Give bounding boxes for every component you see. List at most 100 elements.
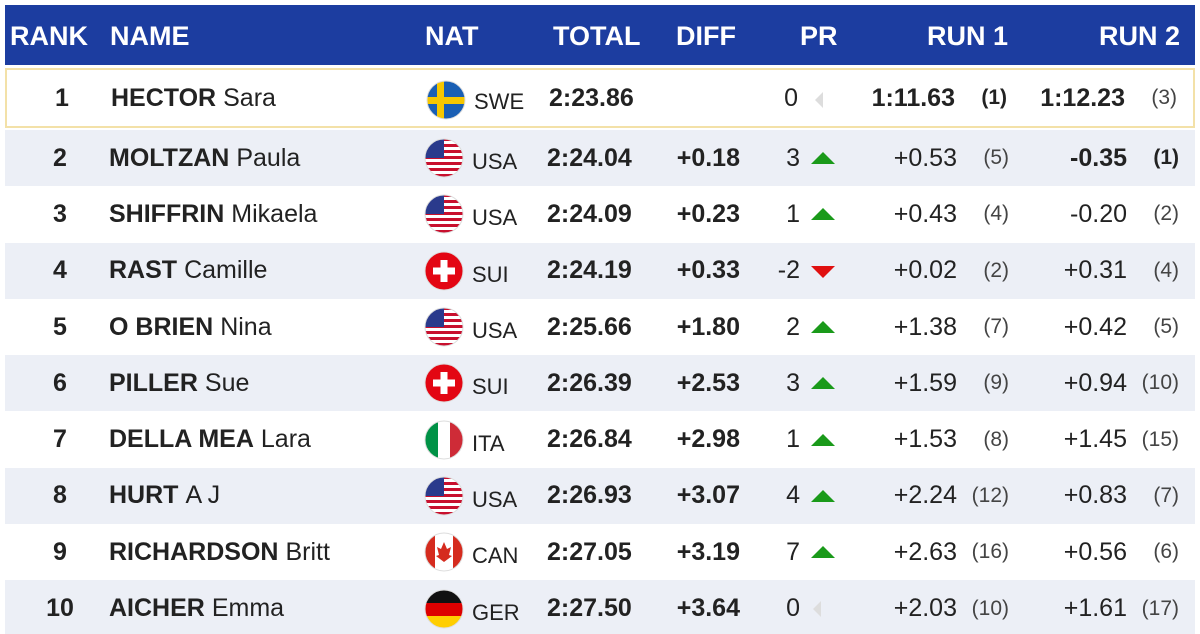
run-time: +1.45 bbox=[1063, 425, 1127, 454]
total-time: 2:24.09 bbox=[547, 199, 632, 228]
run-time: 1:11.63 bbox=[871, 83, 955, 112]
athlete-name: PILLER Sue bbox=[109, 355, 249, 411]
rank: 9 bbox=[53, 537, 67, 566]
run-rank: (5) bbox=[983, 146, 1009, 170]
run-rank: (16) bbox=[971, 540, 1009, 564]
run-time: +2.03 bbox=[893, 594, 957, 623]
trend-arrow bbox=[811, 489, 835, 502]
run-time: +0.02 bbox=[893, 256, 957, 285]
nation: USA bbox=[472, 205, 518, 231]
run-rank: (17) bbox=[1141, 596, 1179, 620]
run-rank: (5) bbox=[1153, 315, 1179, 339]
rank: 2 bbox=[53, 143, 67, 172]
position-change: 7 bbox=[786, 537, 800, 566]
firstname: Nina bbox=[220, 312, 272, 341]
position-change: -2 bbox=[777, 256, 800, 285]
diff: +3.19 bbox=[676, 537, 740, 566]
table-row: 7 DELLA MEA Lara ITA 2:26.84 +2.98 1 +1.53 (8) +1… bbox=[5, 411, 1195, 468]
column-header: TOTAL bbox=[553, 21, 641, 51]
total-time: 2:26.39 bbox=[547, 368, 632, 397]
rank: 4 bbox=[53, 256, 67, 285]
column-header: RANK bbox=[10, 21, 88, 51]
position-change: 3 bbox=[786, 143, 800, 172]
flag-icon bbox=[426, 80, 466, 120]
run-time: +0.83 bbox=[1063, 481, 1127, 510]
flag-icon bbox=[424, 420, 464, 460]
run-time: +2.24 bbox=[893, 481, 957, 510]
total-time: 2:26.84 bbox=[547, 425, 632, 454]
flag-icon bbox=[424, 194, 464, 234]
run-rank: (9) bbox=[983, 371, 1009, 395]
total-time: 2:23.86 bbox=[549, 83, 634, 112]
trend-arrow bbox=[811, 433, 835, 446]
column-header: DIFF bbox=[676, 21, 736, 51]
athlete-name: RICHARDSON Britt bbox=[109, 524, 330, 580]
table-row: 4 RAST Camille SUI 2:24.19 +0.33 -2 +0.02 (2) +0.… bbox=[5, 242, 1195, 299]
column-header: PR bbox=[800, 21, 838, 51]
run-time: +1.61 bbox=[1063, 594, 1127, 623]
surname: HECTOR bbox=[111, 83, 217, 112]
firstname: Emma bbox=[211, 594, 285, 623]
nation: USA bbox=[472, 318, 518, 344]
surname: DELLA MEA bbox=[109, 425, 254, 454]
trend-arrow bbox=[811, 208, 835, 221]
diff: +3.07 bbox=[676, 481, 740, 510]
trend-arrow bbox=[811, 546, 835, 559]
firstname: A J bbox=[185, 481, 221, 510]
run-time: +0.56 bbox=[1063, 537, 1127, 566]
diff: +0.23 bbox=[676, 199, 740, 228]
surname: O BRIEN bbox=[109, 312, 214, 341]
header-bar bbox=[5, 5, 1195, 65]
rank: 10 bbox=[46, 594, 74, 623]
diff: +3.64 bbox=[676, 594, 740, 623]
run-time: +1.59 bbox=[893, 368, 957, 397]
total-time: 2:26.93 bbox=[547, 481, 632, 510]
column-header: RUN 2 bbox=[1098, 21, 1180, 51]
run-rank: (7) bbox=[983, 315, 1009, 339]
table-row: 2 MOLTZAN Paula USA 2:24.04 +0.18 3 +0.53 (5) -0.… bbox=[5, 130, 1195, 187]
surname: AICHER bbox=[109, 594, 205, 623]
table-row: 3 SHIFFRIN Mikaela USA 2:24.09 +0.23 1 +0.43 (4)… bbox=[5, 186, 1195, 243]
diff: +2.53 bbox=[676, 368, 740, 397]
flag-icon bbox=[424, 307, 464, 347]
run-rank: (10) bbox=[971, 596, 1009, 620]
run-time: +0.53 bbox=[893, 143, 957, 172]
firstname: Sue bbox=[204, 368, 250, 397]
rank: 6 bbox=[53, 368, 67, 397]
flag-icon bbox=[424, 476, 464, 516]
position-change: 0 bbox=[784, 83, 798, 112]
nation: USA bbox=[472, 149, 518, 175]
run-rank: (4) bbox=[983, 202, 1009, 226]
athlete-name: RAST Camille bbox=[109, 243, 267, 299]
trend-arrow bbox=[811, 152, 835, 165]
nation: SUI bbox=[472, 374, 509, 400]
column-header: NAT bbox=[425, 21, 479, 51]
nation: CAN bbox=[472, 543, 519, 569]
firstname: Lara bbox=[260, 425, 311, 454]
column-header: RUN 1 bbox=[926, 21, 1008, 51]
trend-arrow bbox=[815, 92, 823, 108]
position-change: 2 bbox=[786, 312, 800, 341]
table-row: 6 PILLER Sue SUI 2:26.39 +2.53 3 +1.59 (9) +0.94 (… bbox=[5, 355, 1195, 412]
run-rank: (2) bbox=[1153, 202, 1179, 226]
athlete-name: MOLTZAN Paula bbox=[109, 130, 300, 186]
athlete-name: O BRIEN Nina bbox=[109, 299, 272, 355]
firstname: Sara bbox=[223, 83, 276, 112]
table-row: 10 AICHER Emma GER 2:27.50 +3.64 0 +2.03 (10) +1.… bbox=[5, 580, 1195, 634]
flag-icon bbox=[424, 589, 464, 629]
column-header: NAME bbox=[110, 21, 190, 51]
diff: +0.33 bbox=[676, 256, 740, 285]
run-time: +0.31 bbox=[1063, 256, 1127, 285]
nation: SWE bbox=[474, 89, 525, 114]
run-rank: (10) bbox=[1141, 371, 1179, 395]
run-rank: (2) bbox=[983, 258, 1009, 282]
trend-arrow bbox=[811, 377, 835, 390]
total-time: 2:25.66 bbox=[547, 312, 632, 341]
run-time: -0.35 bbox=[1070, 143, 1127, 172]
surname: RAST bbox=[109, 256, 178, 285]
run-time: -0.20 bbox=[1070, 199, 1127, 228]
run-rank: (12) bbox=[971, 483, 1009, 507]
rank: 8 bbox=[53, 481, 67, 510]
run-time: +0.94 bbox=[1063, 368, 1127, 397]
